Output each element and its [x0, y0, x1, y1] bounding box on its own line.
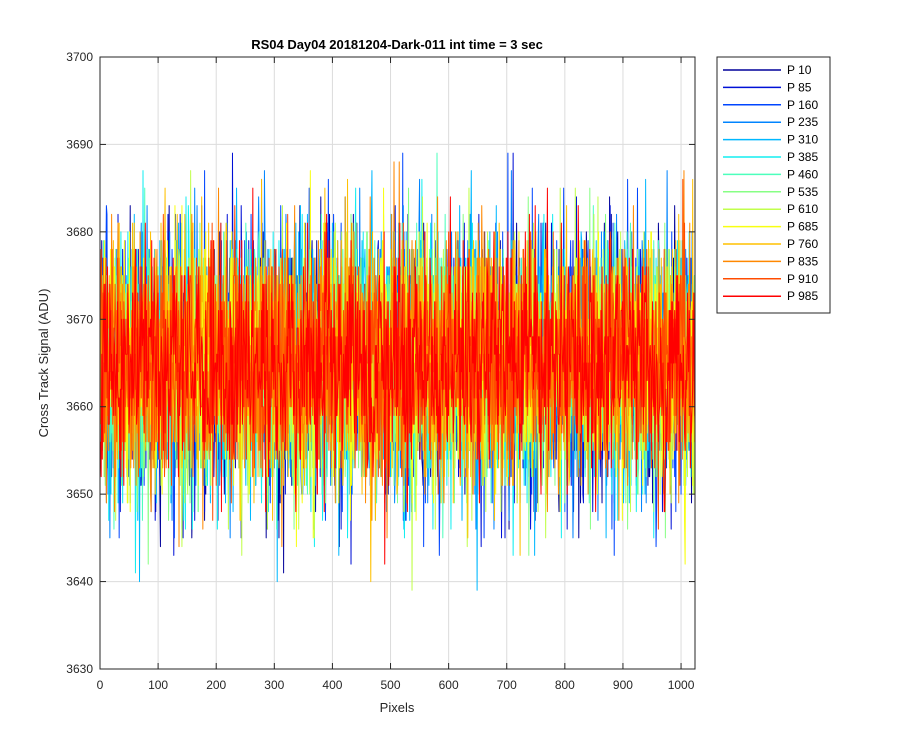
x-tick-label: 0: [97, 678, 104, 692]
legend-label: P 235: [787, 115, 818, 129]
x-tick-label: 300: [264, 678, 284, 692]
y-tick-label: 3630: [66, 662, 93, 676]
axis-ticks: 0 100 200 300 400 500 600 700 800 900 1000 3630 3640…: [66, 50, 695, 692]
x-tick-label: 600: [439, 678, 459, 692]
legend-label: P 10: [787, 63, 812, 77]
x-tick-label: 100: [148, 678, 168, 692]
legend: P 10 P 85 P 160 P 235 P 310 P 385 P 460 P 535 P …: [716, 56, 831, 314]
x-tick-label: 500: [381, 678, 401, 692]
series-line: [100, 187, 696, 565]
x-tick-label: 800: [555, 678, 575, 692]
legend-label: P 610: [787, 202, 818, 216]
x-tick-label: 700: [497, 678, 517, 692]
legend-label: P 160: [787, 98, 818, 112]
legend-label: P 535: [787, 185, 818, 199]
legend-label: P 760: [787, 237, 818, 251]
legend-label: P 985: [787, 289, 818, 303]
y-tick-label: 3670: [66, 312, 93, 326]
y-axis-title: Cross Track Signal (ADU): [36, 289, 51, 438]
y-tick-label: 3680: [66, 225, 93, 239]
legend-label: P 685: [787, 220, 818, 234]
x-tick-label: 900: [613, 678, 633, 692]
plot-frame: [99, 56, 696, 670]
y-tick-label: 3690: [66, 137, 93, 151]
legend-label: P 910: [787, 272, 818, 286]
x-tick-label: 1000: [668, 678, 695, 692]
y-tick-label: 3640: [66, 575, 93, 589]
data-series: [100, 152, 696, 591]
legend-box: [716, 56, 831, 314]
x-tick-label: 200: [206, 678, 226, 692]
legend-label: P 835: [787, 254, 818, 268]
legend-label: P 460: [787, 167, 818, 181]
x-tick-label: 400: [322, 678, 342, 692]
chart-title: RS04 Day04 20181204-Dark-011 int time = …: [251, 37, 543, 52]
y-tick-label: 3700: [66, 50, 93, 64]
legend-label: P 385: [787, 150, 818, 164]
legend-label: P 85: [787, 80, 812, 94]
y-tick-label: 3650: [66, 487, 93, 501]
x-axis-title: Pixels: [380, 700, 415, 715]
legend-label: P 310: [787, 133, 818, 147]
y-tick-label: 3660: [66, 400, 93, 414]
